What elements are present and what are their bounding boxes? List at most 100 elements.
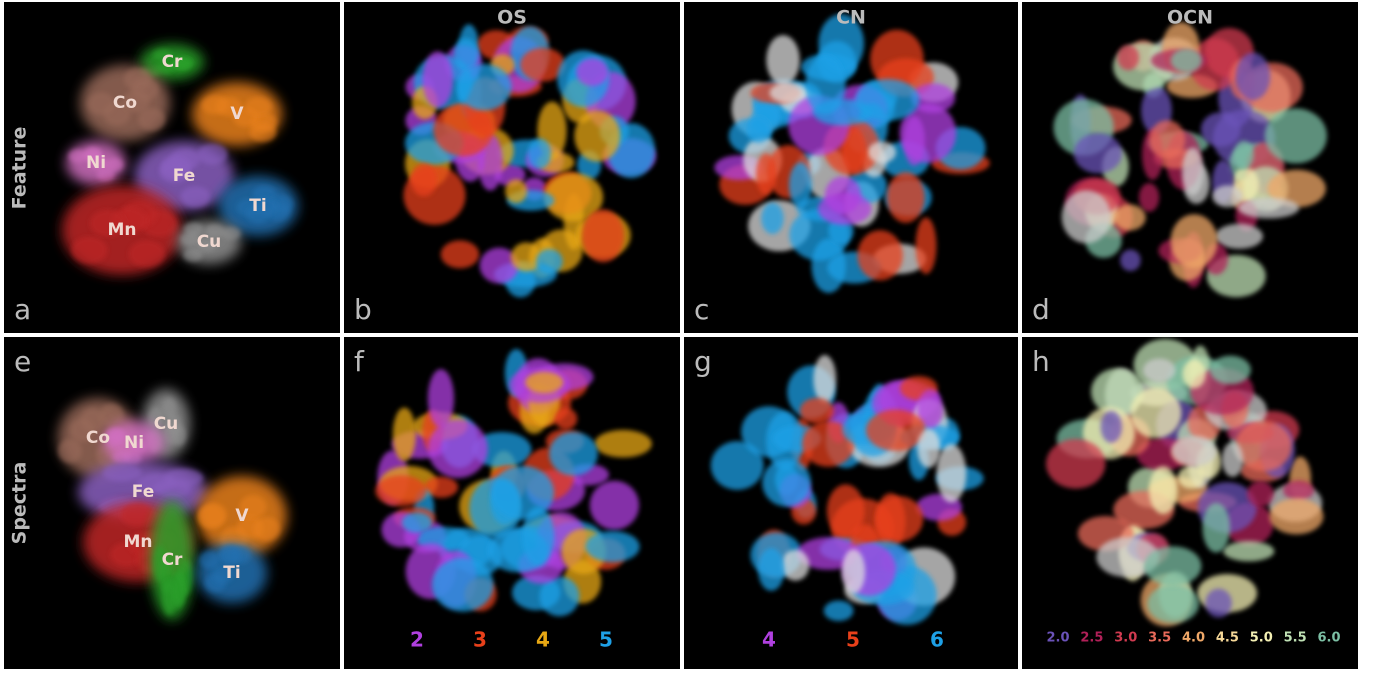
cluster-label: Mn [107, 220, 136, 240]
cluster [917, 428, 941, 468]
cluster [522, 506, 555, 566]
legend-label: 2.5 [1080, 631, 1103, 646]
cluster [1113, 204, 1146, 231]
cluster-detail [87, 92, 115, 116]
cluster [1246, 481, 1274, 507]
cluster-label: Ti [223, 563, 240, 583]
cluster [544, 173, 604, 222]
cluster [1269, 498, 1324, 535]
cluster-detail [105, 158, 124, 172]
cluster [585, 531, 640, 563]
cluster-label: Mn [123, 532, 152, 552]
cluster [410, 163, 437, 197]
panel: h 2.0 2.5 3.0 3.5 4.0 4.5 5.0 5.5 6.0 [1022, 337, 1358, 669]
cluster-detail [108, 428, 127, 442]
cluster [1096, 537, 1160, 578]
column-header: OS [497, 7, 527, 29]
panel: f 2 3 4 5 [344, 337, 680, 669]
cluster-detail [152, 479, 192, 498]
cluster [1212, 185, 1243, 208]
cluster-detail [239, 494, 267, 519]
legend-label: 3.0 [1114, 631, 1137, 646]
cluster-detail [221, 226, 241, 240]
cluster [1267, 169, 1326, 208]
cluster [1144, 546, 1202, 586]
cluster-detail [249, 122, 277, 142]
cluster [917, 389, 944, 429]
cluster [594, 429, 652, 458]
cluster [857, 230, 903, 281]
cluster [1147, 584, 1199, 624]
cluster-detail [83, 146, 102, 161]
panel-letter: a [14, 293, 31, 326]
cluster [576, 58, 609, 87]
cluster-detail [197, 143, 228, 165]
cluster-label: Ni [86, 153, 106, 173]
cluster-detail [148, 407, 164, 429]
panel: c [684, 2, 1018, 333]
cluster-detail [201, 95, 229, 115]
cluster [1171, 435, 1218, 466]
cluster [1138, 183, 1160, 212]
cluster [826, 484, 865, 538]
point-cloud [403, 24, 656, 298]
cluster [554, 408, 578, 430]
cluster-detail [138, 107, 166, 131]
panel-letter: e [14, 345, 31, 378]
cluster [431, 557, 494, 612]
cluster [549, 431, 598, 476]
cluster [1233, 140, 1254, 170]
panel: d [1022, 2, 1358, 333]
legend-label: 6.0 [1317, 631, 1340, 646]
cluster-label: Cr [162, 52, 183, 72]
cluster-detail [170, 60, 190, 71]
cluster [1130, 387, 1182, 439]
cluster [1181, 147, 1204, 196]
legend-label: 4 [536, 628, 550, 652]
cluster [936, 444, 967, 503]
cluster [1283, 480, 1315, 501]
cluster [1143, 358, 1176, 383]
cluster [915, 217, 937, 275]
cluster [428, 419, 488, 478]
cluster-detail [159, 161, 190, 183]
cluster [453, 38, 479, 71]
cluster-detail [120, 502, 154, 527]
cluster [1238, 197, 1300, 219]
row-label: Feature [9, 127, 31, 210]
point-cloud [375, 348, 652, 617]
cluster-detail [99, 403, 124, 428]
cluster [456, 63, 512, 111]
cluster-detail [58, 439, 83, 464]
cluster [841, 549, 866, 594]
cluster [1215, 223, 1263, 249]
cluster-detail [154, 62, 174, 74]
cluster-detail [197, 238, 217, 252]
cluster [1235, 52, 1271, 100]
cluster-detail [129, 440, 148, 454]
cluster-detail [180, 232, 200, 246]
cluster [805, 55, 846, 115]
panel-letter: d [1032, 293, 1050, 326]
cluster-detail [153, 545, 167, 582]
panel-letter: b [354, 293, 372, 326]
cluster [539, 576, 580, 617]
panel-letter: h [1032, 345, 1050, 378]
cluster-detail [123, 67, 151, 91]
cluster [755, 153, 777, 195]
cluster [1117, 44, 1140, 71]
cluster [1061, 190, 1111, 244]
cluster-detail [112, 450, 131, 464]
cluster [1200, 112, 1241, 147]
panel: Cr Co V Ni Fe Ti Mn Cu a [4, 2, 340, 333]
cluster-label: Ni [124, 433, 144, 453]
cluster [766, 35, 800, 85]
cluster [1235, 420, 1292, 472]
legend-label: 5 [599, 628, 613, 652]
cluster [392, 407, 416, 462]
cluster [875, 496, 924, 542]
cluster-label: Ti [249, 196, 266, 216]
legend-label: 5 [846, 628, 860, 652]
cluster [1182, 359, 1206, 389]
cluster [1120, 249, 1141, 272]
